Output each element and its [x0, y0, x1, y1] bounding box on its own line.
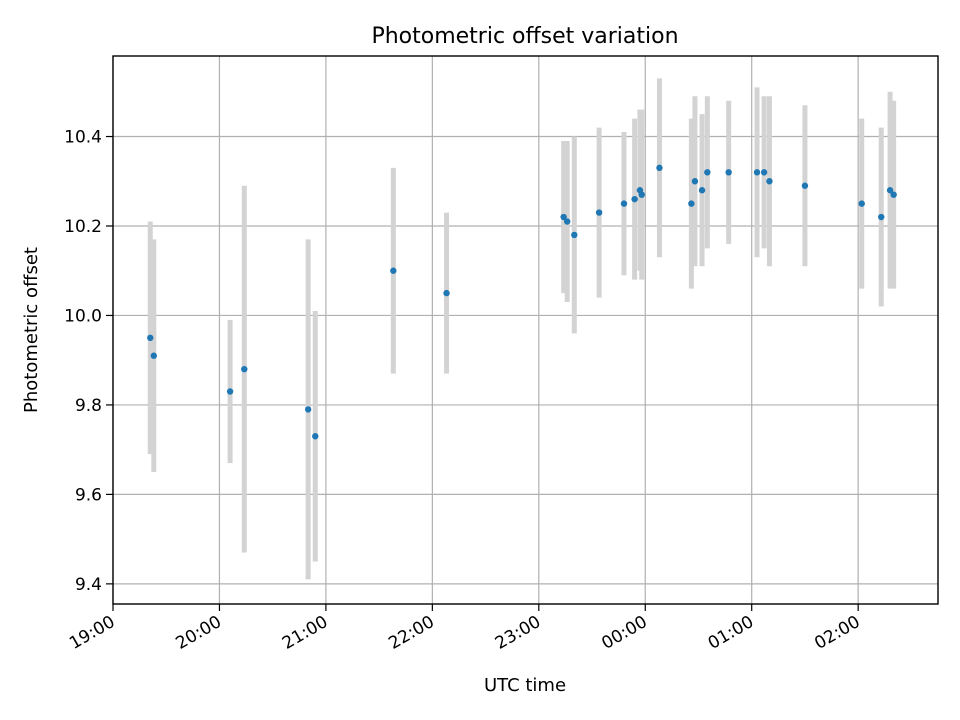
data-point [691, 178, 699, 185]
data-point [595, 209, 603, 216]
y-tick-label: 10.4 [64, 128, 102, 148]
y-tick-label: 9.4 [75, 575, 102, 595]
data-point [312, 433, 319, 440]
data-point [638, 191, 645, 198]
data-point [886, 187, 894, 194]
data-point [620, 200, 628, 207]
y-tick-label: 9.6 [75, 485, 102, 505]
data-point [304, 406, 312, 413]
y-axis-label: Photometric offset [21, 247, 42, 413]
data-point [631, 195, 638, 203]
data-point [390, 267, 397, 274]
x-axis-label: UTC time [484, 675, 566, 696]
data-point [688, 200, 695, 207]
data-point [443, 289, 450, 297]
plot-frame [112, 55, 939, 605]
data-point [226, 388, 234, 395]
y-axis-ticks: 9.4 9.6 9.8 10.0 10.2 10.4 [64, 128, 113, 595]
data-point [766, 178, 773, 185]
data-point [890, 191, 897, 198]
data-point [878, 213, 885, 221]
data-point [858, 200, 865, 207]
data-point [147, 334, 154, 342]
data-point [725, 169, 732, 176]
data-point [563, 218, 571, 225]
data-point [150, 352, 158, 359]
data-point [241, 365, 248, 373]
y-tick-label: 9.8 [75, 396, 102, 416]
data-point [704, 169, 711, 176]
data-points [147, 164, 897, 440]
chart-title: Photometric offset variation [371, 24, 678, 49]
data-point [753, 169, 761, 176]
data-point [801, 182, 809, 189]
grid [112, 56, 938, 604]
data-point [571, 231, 578, 239]
data-point [656, 164, 663, 172]
data-point [760, 169, 768, 176]
data-point [560, 213, 567, 221]
data-point [698, 187, 706, 194]
y-tick-label: 10.2 [64, 217, 102, 237]
y-tick-label: 10.0 [64, 306, 102, 326]
